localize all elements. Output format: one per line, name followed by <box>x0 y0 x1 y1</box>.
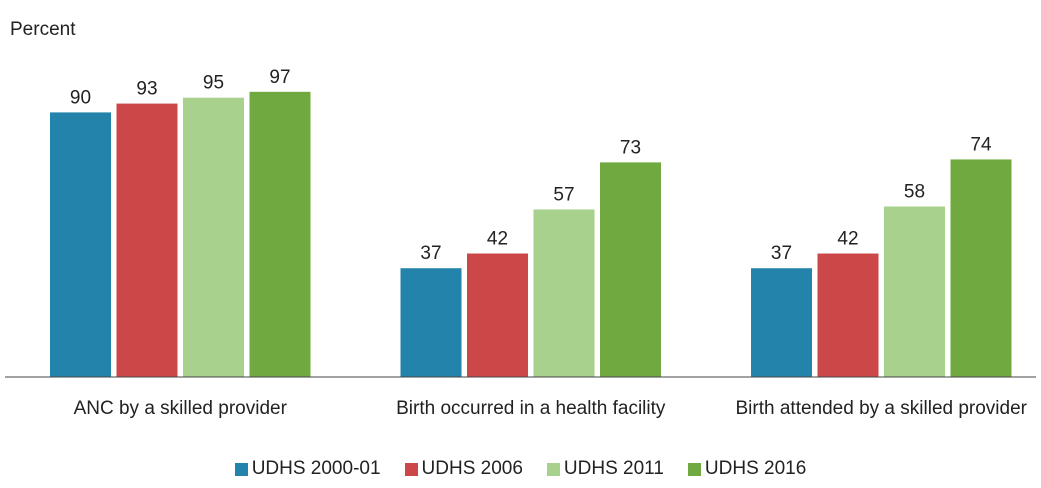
legend-item: UDHS 2016 <box>687 458 807 480</box>
legend-label: UDHS 2016 <box>704 458 807 479</box>
legend-item: UDHS 2006 <box>404 458 523 480</box>
value-label: 93 <box>136 79 157 100</box>
bar <box>249 91 311 377</box>
legend: UDHS 2000-01 UDHS 2006 UDHS 2011 UDHS 2016 <box>0 458 1041 480</box>
legend-label: UDHS 2000-01 <box>251 458 381 479</box>
value-label: 97 <box>269 67 290 88</box>
value-label: 73 <box>620 137 641 158</box>
y-axis-label: Percent <box>10 19 76 40</box>
value-label: 42 <box>837 229 858 250</box>
legend-swatch <box>234 462 248 476</box>
legend-label: UDHS 2011 <box>563 458 664 479</box>
x-tick-label: Birth attended by a skilled provider <box>735 398 1028 419</box>
x-tick-label: ANC by a skilled provider <box>73 398 287 419</box>
value-label: 42 <box>487 229 508 250</box>
value-label: 58 <box>904 181 925 202</box>
bar <box>183 97 244 377</box>
legend-item: UDHS 2011 <box>546 458 664 480</box>
value-label: 37 <box>771 243 792 264</box>
bar <box>600 162 661 377</box>
bar <box>50 112 111 378</box>
bar <box>751 268 812 377</box>
value-label: 90 <box>70 87 91 108</box>
bar <box>533 209 595 377</box>
legend-swatch <box>404 462 418 476</box>
value-label: 57 <box>553 184 574 205</box>
legend-label: UDHS 2006 <box>421 458 523 479</box>
bar <box>467 253 528 377</box>
value-label: 95 <box>203 73 224 94</box>
bar <box>400 268 462 377</box>
legend-item: UDHS 2000-01 <box>234 458 381 480</box>
value-label: 37 <box>420 243 441 264</box>
value-label: 74 <box>970 134 992 155</box>
bar <box>950 159 1012 377</box>
bar <box>817 253 879 377</box>
bar <box>884 206 945 377</box>
legend-swatch <box>546 462 560 476</box>
bar <box>116 103 178 377</box>
legend-swatch <box>687 462 701 476</box>
x-tick-label: Birth occurred in a health facility <box>396 398 666 419</box>
